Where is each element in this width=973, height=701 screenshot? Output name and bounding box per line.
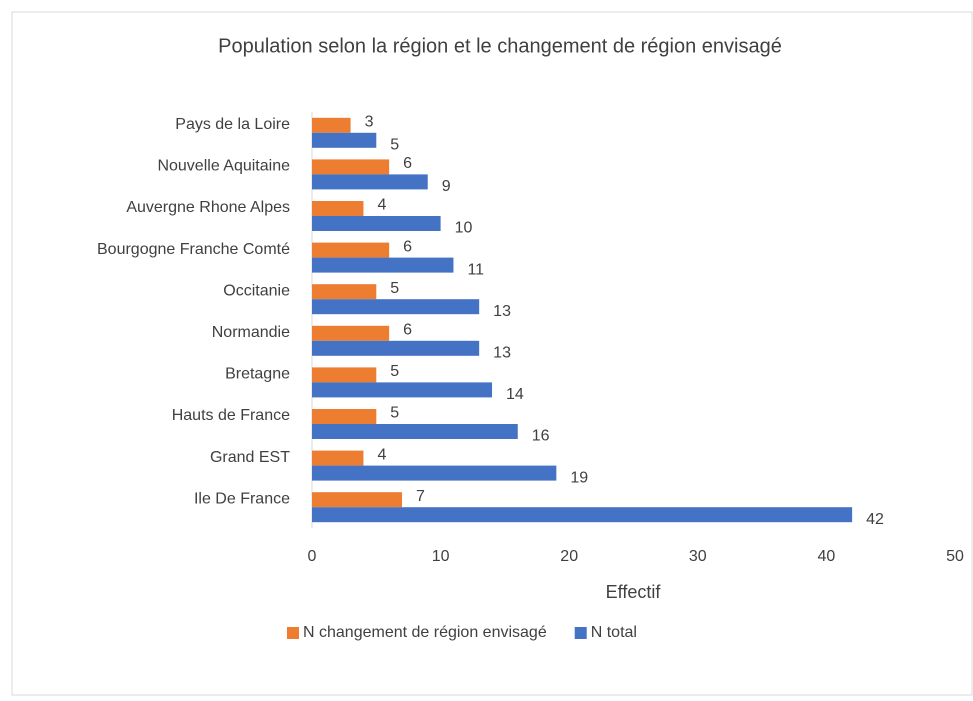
data-label: 5	[390, 363, 399, 380]
x-tick-label: 40	[818, 548, 836, 565]
x-tick-label: 0	[308, 548, 317, 565]
x-tick-label: 10	[432, 548, 450, 565]
data-label: 13	[493, 345, 511, 362]
y-tick-label: Occitanie	[223, 282, 290, 299]
bar	[312, 174, 428, 190]
chart-title: Population selon la région et le changem…	[218, 35, 782, 57]
chart-frame	[11, 11, 973, 696]
y-tick-label: Pays de la Loire	[175, 116, 290, 133]
data-label: 11	[467, 261, 484, 278]
data-label: 7	[416, 488, 425, 505]
data-label: 13	[493, 303, 511, 320]
bar	[312, 132, 377, 148]
bar	[312, 424, 518, 439]
bar	[312, 242, 390, 258]
bar	[312, 465, 557, 481]
bar	[312, 159, 390, 175]
x-tick-label: 20	[560, 548, 578, 565]
bar	[312, 201, 364, 216]
x-axis-label: Effectif	[606, 582, 662, 602]
bar	[312, 507, 853, 523]
bar	[312, 284, 377, 300]
data-label: 6	[403, 238, 412, 255]
bar	[312, 382, 493, 398]
bar	[312, 216, 441, 231]
legend-swatch	[287, 627, 299, 639]
y-tick-label: Bretagne	[225, 366, 290, 383]
bar	[312, 299, 480, 315]
y-tick-label: Normandie	[212, 324, 290, 341]
data-label: 4	[377, 197, 386, 214]
data-label: 5	[390, 405, 399, 422]
data-label: 16	[532, 428, 550, 445]
y-tick-label: Bourgogne Franche Comté	[97, 241, 290, 258]
data-label: 14	[506, 386, 524, 403]
bar	[312, 325, 390, 341]
legend-label: N total	[591, 624, 637, 641]
data-label: 3	[365, 114, 374, 131]
data-label: 5	[390, 280, 399, 297]
y-tick-label: Grand EST	[210, 449, 290, 466]
bar	[312, 450, 364, 466]
y-tick-label: Auvergne Rhone Alpes	[126, 199, 290, 216]
x-tick-label: 50	[946, 548, 964, 565]
y-tick-label: Ile De France	[194, 490, 290, 507]
data-label: 6	[403, 322, 412, 339]
legend-swatch	[574, 627, 587, 639]
bar	[312, 367, 377, 383]
x-tick-label: 30	[689, 548, 707, 565]
y-tick-label: Hauts de France	[172, 407, 290, 424]
data-label: 19	[570, 469, 588, 486]
bar	[312, 409, 377, 424]
bar	[312, 340, 480, 356]
bar	[312, 492, 403, 508]
data-label: 42	[866, 511, 884, 528]
data-label: 9	[442, 178, 451, 195]
legend-label: N changement de région envisagé	[303, 624, 547, 641]
y-tick-label: Nouvelle Aquitaine	[157, 158, 290, 175]
data-label: 10	[455, 220, 473, 237]
data-label: 4	[377, 446, 386, 463]
data-label: 5	[390, 137, 399, 154]
bar	[312, 117, 351, 133]
bar	[312, 257, 454, 273]
data-label: 6	[403, 155, 412, 172]
